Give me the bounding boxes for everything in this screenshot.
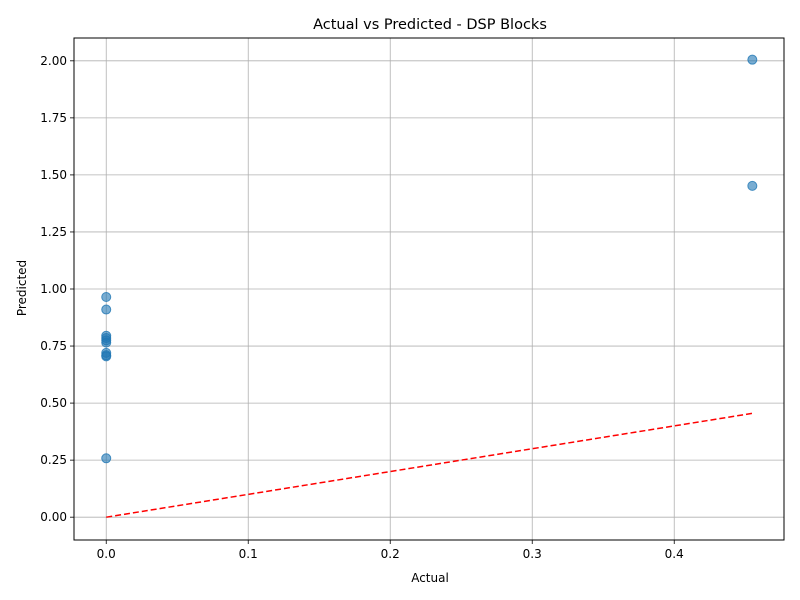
- x-tick-label: 0.4: [665, 547, 684, 561]
- y-tick-label: 1.50: [40, 168, 67, 182]
- data-point: [101, 291, 112, 302]
- y-axis-label: Predicted: [15, 260, 29, 316]
- y-tick-label: 0.25: [40, 453, 67, 467]
- y-tick-label: 0.50: [40, 396, 67, 410]
- data-points: [101, 54, 758, 464]
- chart-title: Actual vs Predicted - DSP Blocks: [313, 17, 547, 33]
- reference-line-layer: [106, 412, 753, 518]
- x-tick-label: 0.3: [523, 547, 542, 561]
- y-tick-label: 2.00: [40, 54, 67, 68]
- data-point: [101, 351, 112, 362]
- y-tick-label: 1.25: [40, 225, 67, 239]
- x-tick-label: 0.2: [381, 547, 400, 561]
- y-axis-ticks: 0.00 0.25 0.50 0.75 1.00 1.25 1.50 1.75 2.00: [40, 54, 74, 524]
- grid-lines: [74, 38, 784, 540]
- data-point: [747, 180, 758, 191]
- x-axis-ticks: 0.0 0.1 0.2 0.3 0.4: [97, 540, 684, 561]
- data-point: [747, 54, 758, 65]
- x-tick-label: 0.1: [239, 547, 258, 561]
- data-point: [101, 453, 112, 464]
- x-tick-label: 0.0: [97, 547, 116, 561]
- y-tick-label: 1.75: [40, 111, 67, 125]
- reference-line: [106, 412, 753, 518]
- y-tick-label: 0.00: [40, 510, 67, 524]
- y-tick-label: 1.00: [40, 282, 67, 296]
- data-point: [101, 304, 112, 315]
- x-axis-label: Actual: [411, 571, 449, 585]
- y-tick-label: 0.75: [40, 339, 67, 353]
- data-point: [101, 337, 112, 348]
